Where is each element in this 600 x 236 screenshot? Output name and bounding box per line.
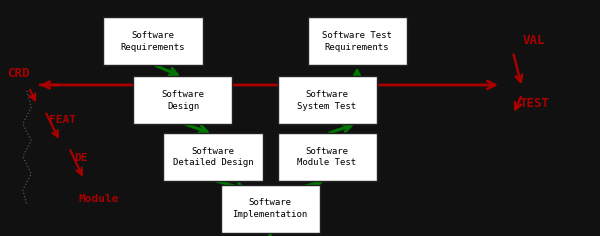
Text: Software
Detailed Design: Software Detailed Design bbox=[173, 147, 253, 167]
Text: DE: DE bbox=[74, 153, 88, 163]
Text: Software Test
Requirements: Software Test Requirements bbox=[322, 31, 392, 52]
FancyBboxPatch shape bbox=[163, 133, 263, 181]
Text: Software
Implementation: Software Implementation bbox=[232, 198, 308, 219]
FancyBboxPatch shape bbox=[133, 76, 232, 125]
FancyBboxPatch shape bbox=[277, 133, 377, 181]
Text: Module: Module bbox=[79, 194, 119, 204]
Text: VAL: VAL bbox=[523, 34, 545, 47]
Text: CRD: CRD bbox=[7, 67, 29, 80]
FancyBboxPatch shape bbox=[103, 17, 203, 66]
Text: FEAT: FEAT bbox=[49, 115, 77, 125]
Text: TEST: TEST bbox=[519, 97, 549, 110]
FancyBboxPatch shape bbox=[221, 185, 320, 233]
Text: Software
System Test: Software System Test bbox=[298, 90, 356, 111]
FancyBboxPatch shape bbox=[277, 76, 377, 125]
Text: Software
Module Test: Software Module Test bbox=[298, 147, 356, 167]
Text: Software
Design: Software Design bbox=[161, 90, 205, 111]
FancyBboxPatch shape bbox=[308, 17, 407, 66]
Text: Software
Requirements: Software Requirements bbox=[121, 31, 185, 52]
